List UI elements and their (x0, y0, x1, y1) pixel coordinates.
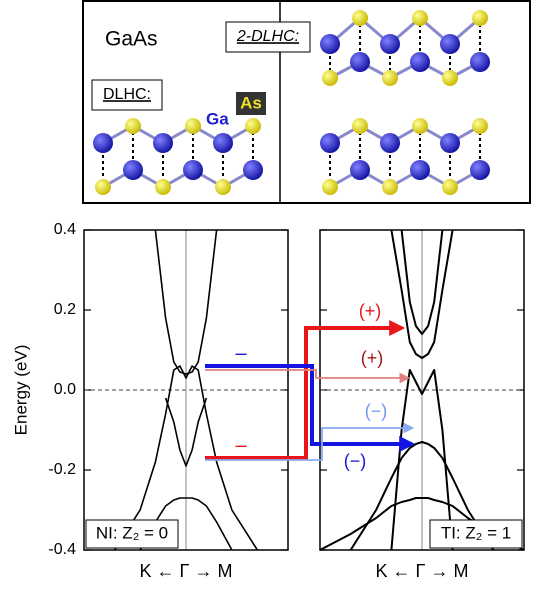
ga-atom (183, 160, 203, 180)
ga-atom (410, 160, 430, 180)
ga-atom (243, 160, 263, 180)
as-atom (472, 118, 488, 134)
x-axis-label: K ← Γ → M (376, 561, 469, 581)
annotation: (−) (344, 451, 367, 471)
ga-atom (380, 34, 400, 54)
y-tick-label: -0.4 (48, 541, 76, 558)
as-atom (215, 179, 231, 195)
ga-atom (153, 133, 173, 153)
as-atom (412, 118, 428, 134)
ga-atom (350, 160, 370, 180)
ga-label: Ga (206, 109, 229, 128)
as-atom (352, 10, 368, 26)
plots: -0.4 -0.2 0.0 0.2 0.4 K ← Γ → M NI: Z₂ = 0 Ener… (11, 221, 524, 581)
as-label: As (240, 93, 262, 112)
as-atom (472, 10, 488, 26)
annotation: (−) (365, 401, 388, 421)
y-axis-label: Energy (eV) (11, 345, 30, 436)
ga-atom (410, 52, 430, 72)
as-atom (322, 70, 338, 86)
as-atom (185, 118, 201, 134)
as-atom (322, 179, 338, 195)
ga-atom (93, 133, 113, 153)
annotation: (+) (361, 348, 384, 368)
y-tick-label: -0.2 (48, 461, 76, 478)
2dlhc-label: 2-DLHC: (236, 28, 299, 45)
ga-atom (123, 160, 143, 180)
as-atom (352, 118, 368, 134)
ga-atom (320, 133, 340, 153)
ga-atom (350, 52, 370, 72)
figure: GaAs DLHC: 2-DLHC: Ga As -0.4 -0.2 0.0 0.2 0… (0, 0, 536, 586)
y-tick-label: 0.0 (54, 381, 76, 398)
ga-atom (213, 133, 233, 153)
ga-atom (470, 52, 490, 72)
ga-atom (380, 133, 400, 153)
x-axis-label: K ← Γ → M (140, 561, 233, 581)
annotation: – (235, 342, 247, 364)
as-atom (442, 179, 458, 195)
as-atom (382, 179, 398, 195)
as-atom (155, 179, 171, 195)
y-tick-label: 0.4 (54, 221, 76, 238)
ga-atom (440, 133, 460, 153)
panel-label: NI: Z₂ = 0 (96, 523, 168, 542)
as-atom (125, 118, 141, 134)
ga-atom (320, 34, 340, 54)
panel-label: TI: Z₂ = 1 (441, 523, 511, 542)
structure-title: GaAs (105, 28, 158, 51)
as-atom (412, 10, 428, 26)
ga-atom (470, 160, 490, 180)
y-tick-label: 0.2 (54, 301, 76, 318)
as-atom (245, 118, 261, 134)
annotation: (+) (359, 301, 382, 321)
as-atom (382, 70, 398, 86)
annotation: – (235, 434, 247, 456)
ga-atom (440, 34, 460, 54)
dlhc-label: DLHC: (103, 86, 151, 103)
as-atom (442, 70, 458, 86)
as-atom (95, 179, 111, 195)
